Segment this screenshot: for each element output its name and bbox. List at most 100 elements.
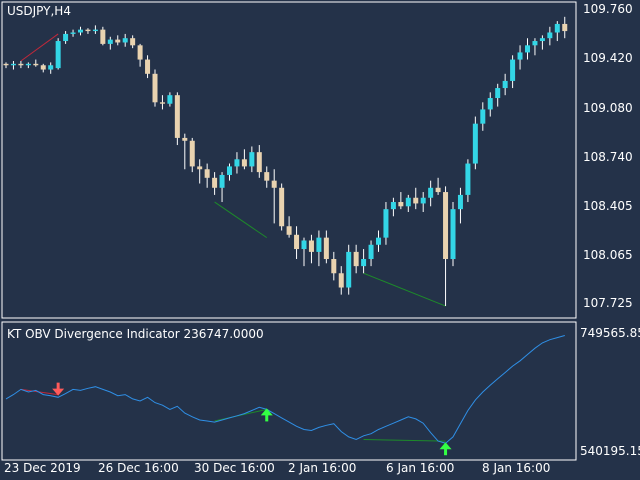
- obv-divergence-line-3: [363, 439, 446, 442]
- candle-59: [435, 177, 441, 195]
- candle-body: [420, 197, 426, 204]
- price-label-4: 108.740: [583, 150, 633, 164]
- candle-body: [3, 63, 9, 66]
- candle-21: [152, 69, 158, 107]
- candle-24: [174, 92, 180, 146]
- candle-body: [182, 137, 188, 141]
- candle-39: [286, 216, 292, 238]
- bull-signal-arrow-icon-2: [260, 408, 273, 422]
- candle-body: [376, 237, 381, 245]
- symbol-label: USDJPY,H4: [7, 4, 71, 18]
- candle-45: [331, 251, 337, 281]
- candle-body: [227, 166, 232, 175]
- time-label-2: 26 Dec 16:00: [98, 461, 179, 475]
- candle-body: [189, 140, 195, 167]
- candle-13: [92, 25, 98, 34]
- candle-18: [130, 35, 136, 49]
- indicator-axis-bottom: 540195.15: [580, 444, 640, 458]
- candle-35: [256, 145, 262, 178]
- candle-body: [241, 159, 247, 167]
- candle-60: [443, 186, 449, 307]
- arrow-head: [439, 442, 452, 450]
- candle-body: [539, 38, 545, 42]
- main-panel-frame: [1, 1, 577, 319]
- candle-body: [279, 187, 285, 227]
- candle-body: [107, 39, 113, 44]
- candle-body: [487, 98, 493, 110]
- candle-body: [174, 95, 180, 138]
- candle-body: [443, 192, 449, 260]
- candle-72: [532, 38, 538, 56]
- time-label-6: 8 Jan 16:00: [482, 461, 550, 475]
- arrow-shaft: [444, 447, 448, 456]
- candle-body: [204, 169, 210, 178]
- bull-signal-arrow-icon-3: [439, 442, 452, 456]
- candle-41: [301, 237, 307, 267]
- candle-1: [3, 62, 9, 69]
- candle-body: [264, 172, 270, 181]
- candle-body: [55, 41, 61, 69]
- candle-body: [301, 240, 307, 250]
- candle-52: [383, 202, 389, 245]
- candle-70: [517, 45, 523, 70]
- candle-3: [18, 60, 24, 69]
- candle-12: [85, 28, 91, 34]
- candle-58: [428, 180, 434, 207]
- candle-10: [70, 29, 76, 37]
- candle-6: [40, 63, 46, 73]
- candle-11: [78, 26, 83, 36]
- candle-body: [286, 226, 292, 235]
- candle-body: [532, 41, 538, 46]
- candle-40: [294, 226, 300, 260]
- price-divergence-line-3: [363, 272, 446, 307]
- price-candles-layer: [3, 16, 568, 307]
- candle-28: [204, 163, 210, 188]
- candle-30: [219, 172, 225, 203]
- candle-50: [368, 240, 374, 267]
- candle-body: [10, 63, 16, 66]
- candle-61: [450, 202, 456, 267]
- price-label-7: 107.725: [583, 296, 633, 310]
- candle-20: [145, 55, 151, 79]
- candle-55: [405, 194, 411, 212]
- time-label-5: 6 Jan 16:00: [386, 461, 454, 475]
- candle-46: [338, 266, 344, 295]
- candle-2: [10, 60, 16, 70]
- candle-51: [376, 230, 381, 252]
- candle-9: [63, 31, 69, 44]
- candle-64: [472, 116, 478, 170]
- candle-4: [25, 62, 31, 69]
- candle-body: [316, 237, 322, 252]
- candle-8: [55, 38, 61, 70]
- candle-body: [547, 32, 553, 39]
- candle-29: [212, 172, 218, 195]
- candle-34: [249, 146, 255, 173]
- candle-body: [480, 109, 486, 124]
- bear-signal-arrow-icon-1: [52, 382, 65, 396]
- candle-body: [152, 73, 158, 103]
- candle-body: [413, 197, 419, 204]
- obv-line: [5, 335, 565, 444]
- candle-15: [107, 36, 113, 50]
- candle-body: [122, 38, 128, 43]
- candle-body: [25, 63, 31, 66]
- candle-69: [510, 55, 516, 89]
- candle-body: [159, 102, 165, 104]
- candle-body: [346, 251, 352, 288]
- candle-47: [346, 244, 352, 295]
- candle-76: [562, 16, 568, 39]
- candle-body: [368, 244, 374, 260]
- candle-43: [316, 230, 322, 267]
- candle-body: [390, 202, 396, 210]
- candle-body: [398, 202, 404, 207]
- candle-body: [219, 174, 225, 188]
- candle-body: [294, 234, 300, 250]
- price-label-1: 109.760: [583, 2, 633, 16]
- candle-body: [554, 23, 560, 33]
- candle-body: [145, 59, 151, 74]
- price-label-5: 108.405: [583, 199, 633, 213]
- candle-23: [167, 92, 173, 107]
- indicator-axis-top: 749565.85: [580, 326, 640, 340]
